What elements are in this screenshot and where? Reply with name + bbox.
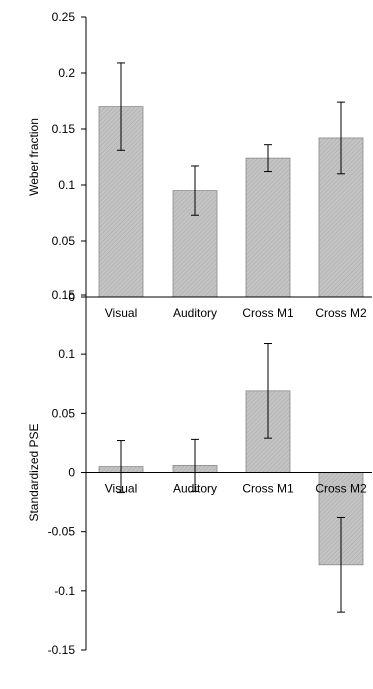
pse-error-bar xyxy=(117,440,125,494)
pse-category-label: Auditory xyxy=(173,482,217,496)
weber-fraction-chart: 0 0.05 0.1 0.15 0.2 0.25 Visual Auditory Cross M… xyxy=(27,10,372,320)
pse-y-tick-label: -0.15 xyxy=(48,643,76,657)
pse-y-tick-label: 0.1 xyxy=(58,347,75,361)
weber-y-tick-label: 0.1 xyxy=(58,178,75,192)
weber-error-bar xyxy=(117,62,125,151)
pse-error-bar xyxy=(337,516,345,613)
standardized-pse-chart: -0.15 -0.1 -0.05 0 0.05 0.1 0.15 Visual Auditory… xyxy=(27,288,372,657)
weber-y-tick-label: 0.2 xyxy=(58,66,75,80)
pse-error-bar xyxy=(191,438,199,492)
pse-y-tick-label: -0.05 xyxy=(48,525,76,539)
weber-y-axis-title: Weber fraction xyxy=(27,118,41,196)
weber-category-label: Visual xyxy=(105,306,137,320)
pse-category-label: Cross M1 xyxy=(242,482,294,496)
weber-error-bar xyxy=(337,101,345,175)
pse-y-axis-title: Standardized PSE xyxy=(27,423,41,521)
weber-y-tick-label: 0.15 xyxy=(52,122,76,136)
weber-y-tick-label: 0 xyxy=(68,290,75,304)
weber-y-tick-label: 0.25 xyxy=(52,10,76,24)
weber-error-bar xyxy=(264,144,272,173)
weber-category-label: Cross M1 xyxy=(242,306,294,320)
pse-y-tick-label: -0.1 xyxy=(54,584,75,598)
weber-category-label: Auditory xyxy=(173,306,217,320)
weber-category-label: Cross M2 xyxy=(315,306,367,320)
pse-y-tick-label: 0.15 xyxy=(52,288,76,302)
pse-y-tick-label: 0 xyxy=(68,466,75,480)
weber-bar-cross-m1 xyxy=(245,157,291,298)
pse-category-label: Cross M2 xyxy=(315,482,367,496)
pse-category-label: Visual xyxy=(105,482,137,496)
weber-error-bar xyxy=(191,165,199,216)
pse-error-bar xyxy=(264,343,272,439)
pse-y-tick-label: 0.05 xyxy=(52,406,76,420)
weber-y-tick-label: 0.05 xyxy=(52,234,76,248)
